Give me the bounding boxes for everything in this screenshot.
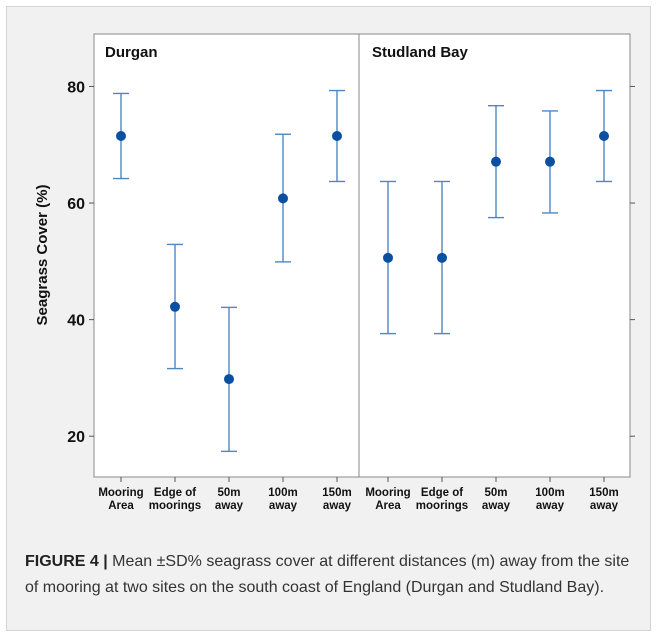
x-tick-label: 100m away	[268, 487, 297, 512]
y-tick-label: 40	[67, 313, 85, 330]
x-tick-label: Edge of moorings	[149, 487, 201, 512]
mean-point	[278, 193, 288, 204]
panel-title-studland-bay: Studland Bay	[372, 44, 469, 61]
x-tick-label: Edge of moorings	[416, 487, 468, 512]
mean-point	[383, 252, 393, 263]
panel-title-durgan: Durgan	[105, 44, 158, 61]
plot-area	[93, 33, 631, 478]
mean-point	[599, 131, 609, 142]
x-tick-label: Mooring Area	[365, 487, 410, 512]
x-tick-label: 100m away	[535, 487, 564, 512]
y-axis: 20 40 60 80	[67, 79, 635, 446]
mean-point	[491, 156, 501, 167]
data-marks	[113, 89, 612, 453]
mean-point	[437, 252, 447, 263]
x-tick-label: 150m away	[589, 487, 618, 512]
mean-point	[170, 301, 180, 312]
y-tick-label: 80	[67, 79, 85, 96]
figure-caption: FIGURE 4 | Mean ±SD% seagrass cover at d…	[25, 549, 640, 601]
y-tick-label: 20	[67, 429, 85, 446]
y-tick-label: 60	[67, 196, 85, 213]
caption-text: Mean ±SD% seagrass cover at different di…	[25, 553, 630, 596]
mean-point	[545, 156, 555, 167]
x-tick-label: 150m away	[322, 487, 351, 512]
mean-point	[224, 374, 234, 385]
x-tick-label: Mooring Area	[98, 487, 143, 512]
chart: Durgan Studland Bay Seagrass Cover (%) 2…	[34, 33, 635, 512]
figure-label: FIGURE 4 |	[25, 553, 108, 570]
x-tick-label: 50m away	[215, 487, 244, 512]
x-tick-label: 50m away	[482, 487, 511, 512]
mean-point	[116, 131, 126, 142]
mean-point	[332, 131, 342, 142]
figure-panel: Durgan Studland Bay Seagrass Cover (%) 2…	[6, 6, 651, 631]
y-axis-label: Seagrass Cover (%)	[34, 185, 51, 326]
